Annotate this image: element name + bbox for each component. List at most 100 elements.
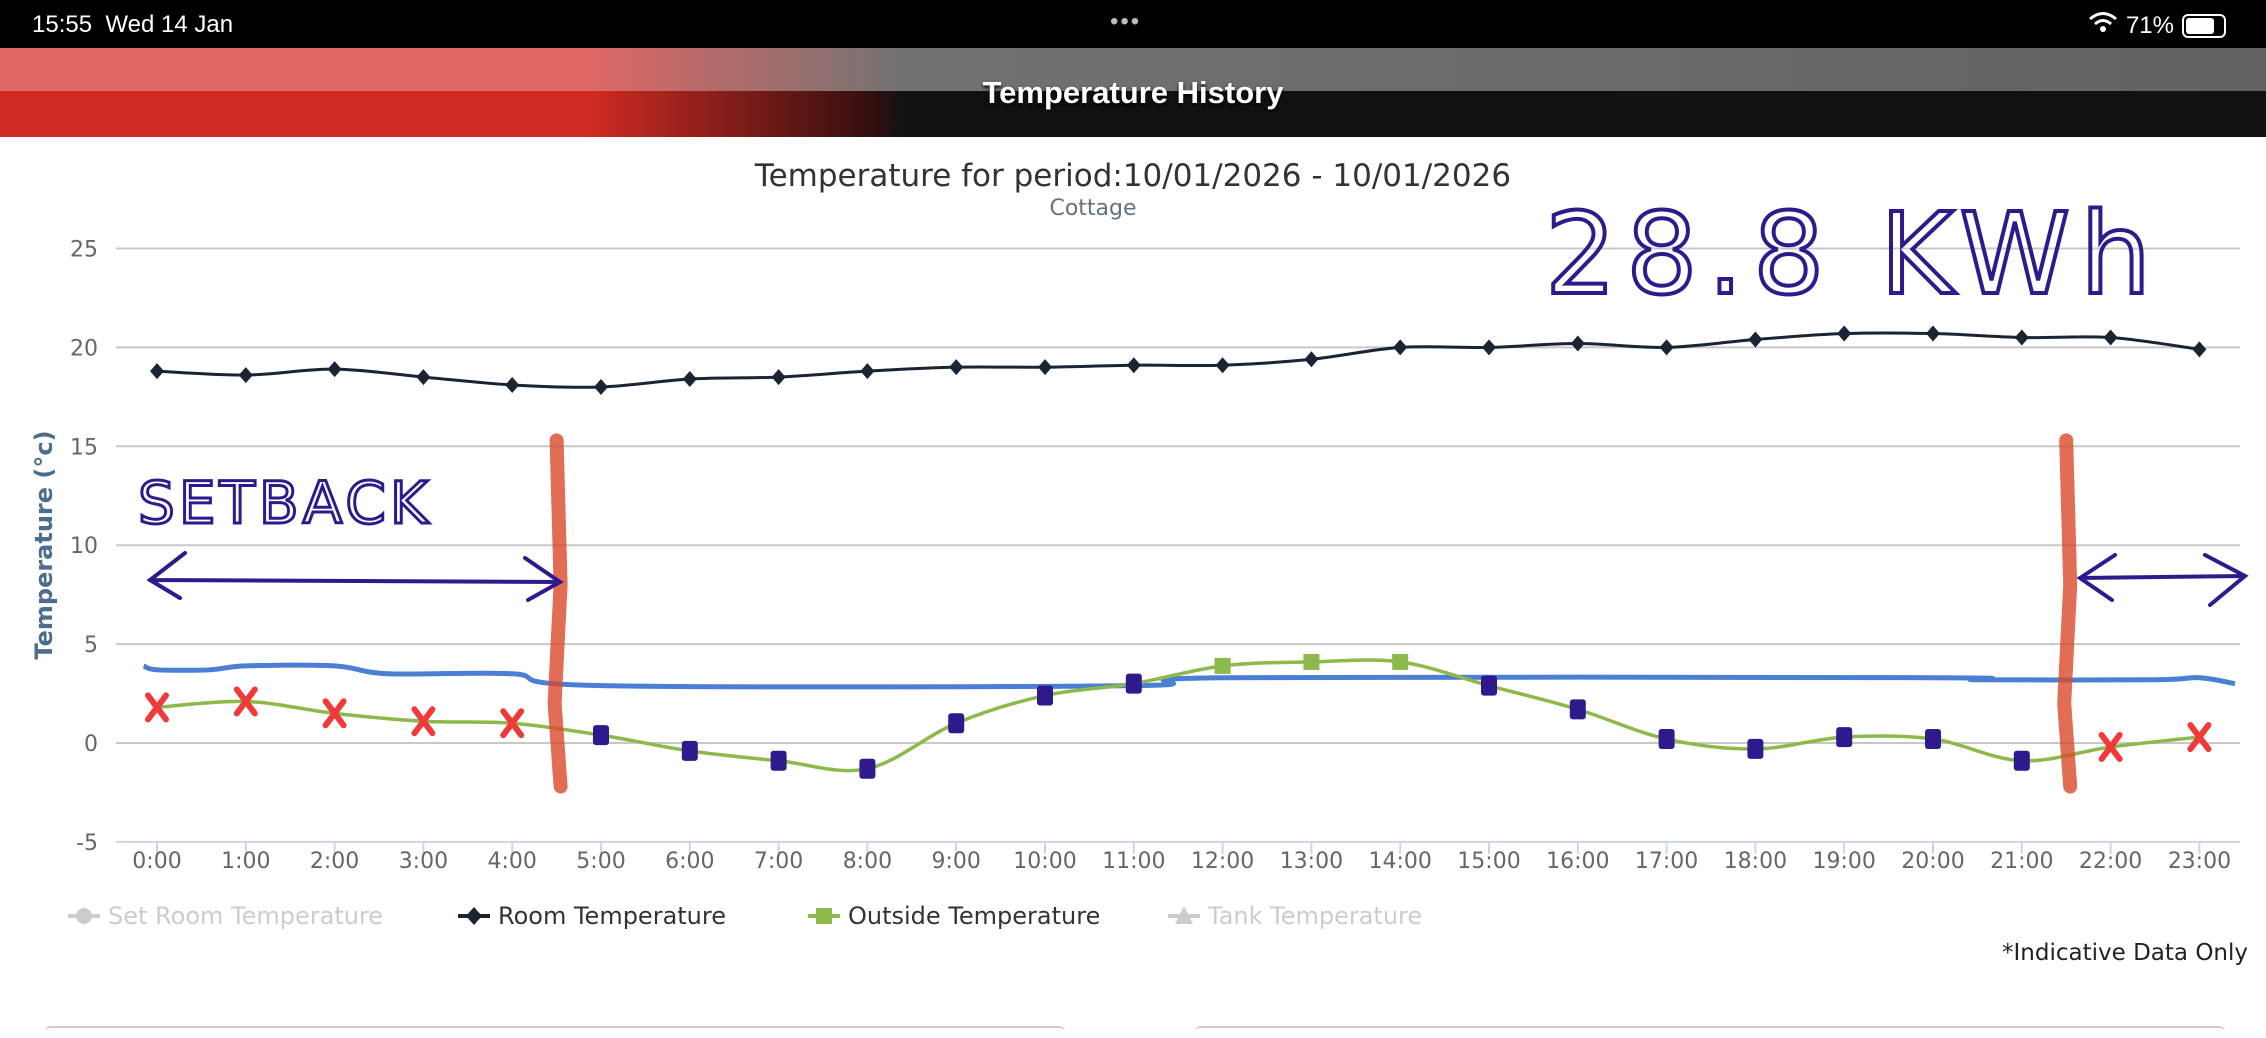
crossed-out-point (233, 686, 258, 717)
room-temperature-point (1126, 357, 1141, 374)
outside-temperature-point-marked (1037, 685, 1053, 706)
crossed-out-point (411, 706, 436, 737)
outside-temperature-point-marked (948, 713, 965, 734)
y-tick-label: 0 (84, 732, 98, 757)
room-temperature-point (1837, 325, 1852, 342)
blue-line (142, 662, 2236, 690)
legend-item-room-temperature[interactable]: Room Temperature (458, 902, 726, 930)
divider-mark (2057, 433, 2078, 794)
room-temperature-point (2014, 329, 2029, 346)
x-tick-label: 11:00 (1102, 849, 1165, 874)
room-temperature-point (327, 361, 342, 378)
room-temperature-line (156, 331, 2200, 389)
legend-label: Room Temperature (498, 902, 726, 930)
outside-temperature-point (1303, 653, 1320, 670)
y-axis-label: Temperature (°c) (30, 430, 58, 659)
outside-temperature-point-marked (1747, 738, 1764, 759)
x-tick-label: 2:00 (310, 849, 359, 874)
x-tick-label: 5:00 (576, 849, 625, 874)
room-temperature-point (238, 367, 253, 384)
outside-temperature-point-marked (1125, 673, 1142, 694)
bottom-card-right (1195, 1026, 2225, 1038)
x-tick-label: 20:00 (1901, 849, 1964, 874)
outside-temperature-point-marked (1658, 729, 1675, 750)
battery-percent: 71% (2125, 11, 2174, 39)
legend-label: Set Room Temperature (108, 902, 383, 930)
x-tick-label: 10:00 (1013, 849, 1076, 874)
room-temperature-point (150, 363, 164, 380)
chart-subtitle: Cottage (1049, 196, 1136, 221)
y-tick-label: 15 (70, 435, 98, 460)
y-tick-label: 20 (70, 336, 98, 361)
outside-temperature-point-marked (1481, 675, 1497, 696)
room-temperature-point (2192, 341, 2207, 358)
room-temperature-point (2103, 329, 2118, 346)
square-icon (816, 908, 832, 924)
setback-arrow-right (2076, 553, 2249, 607)
x-tick-label: 22:00 (2079, 849, 2142, 874)
energy-annotation: 28.8 KWh (1545, 190, 2161, 320)
x-tick-label: 17:00 (1635, 849, 1698, 874)
outside-temperature-point (1214, 657, 1231, 674)
room-temperature-point (1926, 325, 1940, 342)
divider-mark (547, 433, 568, 794)
room-temperature-point (1304, 351, 1319, 368)
room-temperature-point (860, 363, 875, 380)
setback-arrow-left (146, 551, 564, 602)
y-tick-label: 25 (70, 238, 98, 263)
y-tick-label: 10 (70, 534, 98, 559)
room-temperature-point (949, 359, 964, 376)
outside-temperature-point-marked (1836, 727, 1853, 748)
outside-temperature-point-marked (593, 725, 609, 746)
x-tick-label: 23:00 (2168, 849, 2231, 874)
x-tick-label: 15:00 (1457, 849, 1520, 874)
page-title: Temperature History (982, 75, 1284, 110)
crossed-out-point (145, 692, 169, 723)
x-tick-label: 14:00 (1368, 849, 1431, 874)
legend-item-outside-temperature[interactable]: Outside Temperature (808, 902, 1100, 930)
legend-label: Tank Temperature (1207, 902, 1422, 930)
room-temperature-point (1748, 331, 1763, 348)
legend-item-set-room-temperature[interactable]: Set Room Temperature (68, 902, 383, 930)
x-tick-label: 0:00 (132, 849, 181, 874)
battery-icon (2182, 13, 2226, 38)
legend-item-tank-temperature[interactable]: Tank Temperature (1168, 902, 1422, 930)
room-temperature-point (682, 371, 697, 388)
crossed-out-point (2187, 722, 2212, 753)
footnote: *Indicative Data Only (2002, 940, 2248, 966)
room-temperature-point (594, 378, 608, 395)
outside-temperature-point-marked (859, 758, 876, 779)
diamond-icon (466, 907, 482, 925)
status-bar: 15:55 Wed 14 Jan ••• 71% (0, 0, 2266, 48)
x-tick-label: 3:00 (399, 849, 448, 874)
triangle-icon (1175, 906, 1193, 924)
x-tick-label: 19:00 (1812, 849, 1875, 874)
outside-temperature-point-marked (1569, 699, 1586, 720)
outside-temperature-point-marked (770, 750, 787, 771)
y-tick-label: -5 (76, 831, 98, 856)
x-tick-label: 7:00 (754, 849, 803, 874)
circle-icon (76, 908, 92, 924)
bottom-card-left (45, 1026, 1065, 1038)
x-tick-label: 18:00 (1724, 849, 1787, 874)
room-temperature-point (1215, 357, 1230, 374)
multitasking-dots-icon[interactable]: ••• (1110, 8, 1142, 35)
wifi-icon (2088, 10, 2118, 41)
x-tick-label: 21:00 (1990, 849, 2053, 874)
outside-temperature-point-marked (2013, 750, 2030, 771)
crossed-out-point (2098, 731, 2123, 762)
room-temperature-point (1570, 335, 1585, 352)
y-tick-label: 5 (84, 633, 98, 658)
room-temperature-point (1659, 339, 1674, 356)
room-temperature-point (1482, 339, 1496, 356)
x-tick-label: 12:00 (1191, 849, 1254, 874)
outside-temperature-point-marked (681, 740, 698, 761)
x-tick-label: 16:00 (1546, 849, 1609, 874)
room-temperature-point (1393, 339, 1408, 356)
temperature-chart: Temperature for period:10/01/2026 - 10/0… (30, 158, 2249, 966)
room-temperature-point (771, 369, 786, 386)
room-temperature-point (505, 376, 520, 393)
crossed-out-point (322, 698, 347, 729)
x-tick-label: 13:00 (1280, 849, 1343, 874)
x-tick-label: 8:00 (843, 849, 892, 874)
